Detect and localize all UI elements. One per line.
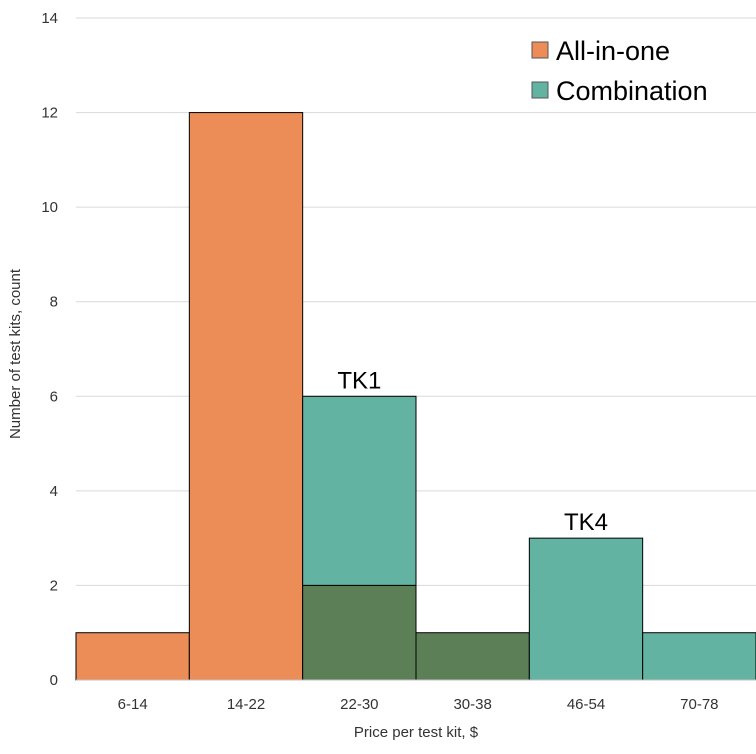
annotation-tk1: TK1: [337, 367, 381, 394]
y-tick-label: 0: [50, 672, 58, 689]
y-tick-labels: 0 2 4 6 8 10 12 14: [41, 10, 58, 689]
bar-overlap-22-30: [302, 584, 417, 681]
bar-overlap-30-38: [415, 632, 530, 681]
y-tick-label: 4: [50, 483, 58, 500]
legend-label-combination: Combination: [556, 76, 708, 106]
bar-combination-46-54: [528, 537, 644, 681]
legend-swatch-all-in-one: [531, 41, 549, 59]
x-tick-label: 46-54: [567, 696, 605, 713]
y-tick-label: 12: [41, 105, 58, 122]
bar-combination-70-78: [642, 632, 756, 681]
bar-combination-22-30: [302, 395, 417, 586]
y-tick-label: 10: [41, 199, 58, 216]
x-tick-label: 22-30: [340, 696, 378, 713]
legend-label-all-in-one: All-in-one: [556, 36, 670, 66]
annotations: TK1 TK4: [337, 367, 608, 536]
x-tick-label: 6-14: [118, 696, 148, 713]
x-axis-label: Price per test kit, $: [354, 724, 479, 741]
x-tick-label: 70-78: [680, 696, 718, 713]
x-tick-labels: 6-14 14-22 22-30 30-38 46-54 70-78: [118, 696, 719, 713]
bar-all-in-one-14-22: [188, 112, 304, 681]
y-axis-label: Number of test kits, count: [7, 268, 24, 439]
legend-swatch-combination: [531, 81, 549, 99]
x-tick-label: 14-22: [227, 696, 265, 713]
bars: [75, 112, 756, 681]
y-tick-label: 6: [50, 388, 58, 405]
bar-all-in-one-6-14: [75, 632, 190, 681]
y-tick-label: 14: [41, 10, 58, 27]
x-tick-label: 30-38: [453, 696, 491, 713]
y-tick-label: 2: [50, 577, 58, 594]
y-tick-label: 8: [50, 294, 58, 311]
legend: All-in-one Combination: [531, 36, 708, 106]
annotation-tk4: TK4: [564, 509, 608, 536]
